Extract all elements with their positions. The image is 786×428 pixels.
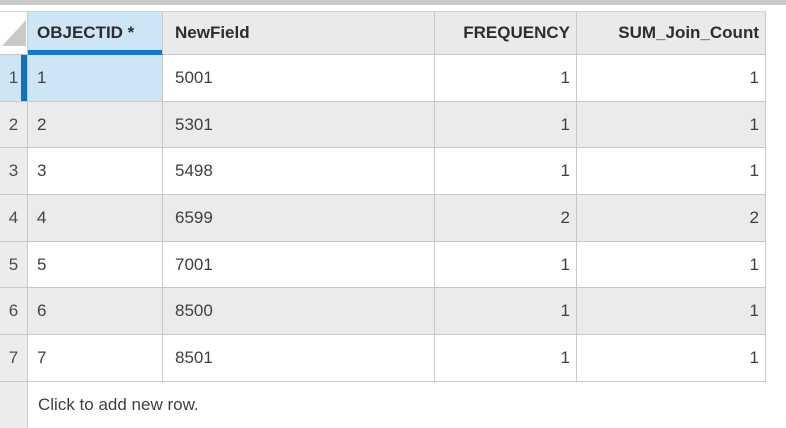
select-all-corner-button[interactable] — [0, 11, 28, 55]
cell-newfield[interactable]: 8500 — [163, 288, 435, 336]
cell-sum-join-count[interactable]: 1 — [577, 101, 766, 149]
column-header-sum-join-count[interactable]: SUM_Join_Count — [577, 11, 766, 55]
cell-objectid[interactable]: 6 — [28, 288, 163, 336]
cell-objectid[interactable]: 5 — [28, 241, 163, 289]
cell-objectid[interactable]: 7 — [28, 335, 163, 382]
cell-newfield[interactable]: 5001 — [163, 55, 435, 102]
column-header-frequency[interactable]: FREQUENCY — [435, 11, 577, 55]
top-divider — [0, 0, 786, 5]
row-handle[interactable]: 1 — [0, 55, 28, 102]
row-handle[interactable]: 4 — [0, 195, 28, 242]
column-header-objectid[interactable]: OBJECTID * — [28, 11, 163, 55]
cell-sum-join-count[interactable]: 1 — [577, 288, 766, 336]
row-handle[interactable]: 5 — [0, 241, 28, 289]
cell-sum-join-count[interactable]: 1 — [577, 241, 766, 289]
cell-objectid[interactable]: 2 — [28, 101, 163, 149]
cell-newfield[interactable]: 6599 — [163, 195, 435, 242]
cell-sum-join-count[interactable]: 1 — [577, 55, 766, 102]
add-row-handle[interactable] — [0, 381, 28, 428]
column-header-newfield[interactable]: NewField — [163, 11, 435, 55]
cell-objectid[interactable]: 4 — [28, 195, 163, 242]
cell-frequency[interactable]: 1 — [435, 335, 577, 382]
cell-sum-join-count[interactable]: 1 — [577, 148, 766, 196]
cell-newfield[interactable]: 5498 — [163, 148, 435, 196]
cell-sum-join-count[interactable]: 2 — [577, 195, 766, 242]
cell-objectid-active[interactable]: 1 — [28, 55, 163, 102]
cell-newfield[interactable]: 8501 — [163, 335, 435, 382]
cell-objectid[interactable]: 3 — [28, 148, 163, 196]
cell-frequency[interactable]: 1 — [435, 55, 577, 102]
cell-frequency[interactable]: 1 — [435, 101, 577, 149]
row-handle[interactable]: 7 — [0, 335, 28, 382]
corner-triangle-icon — [2, 20, 26, 46]
row-handle[interactable]: 2 — [0, 101, 28, 149]
cell-frequency[interactable]: 2 — [435, 195, 577, 242]
row-handle[interactable]: 6 — [0, 288, 28, 336]
cell-frequency[interactable]: 1 — [435, 288, 577, 336]
cell-sum-join-count[interactable]: 1 — [577, 335, 766, 382]
cell-frequency[interactable]: 1 — [435, 241, 577, 289]
add-new-row-button[interactable]: Click to add new row. — [28, 381, 766, 428]
cell-newfield[interactable]: 5301 — [163, 101, 435, 149]
cell-frequency[interactable]: 1 — [435, 148, 577, 196]
row-handle[interactable]: 3 — [0, 148, 28, 196]
cell-newfield[interactable]: 7001 — [163, 241, 435, 289]
attribute-table: OBJECTID * NewField FREQUENCY SUM_Join_C… — [0, 11, 766, 428]
